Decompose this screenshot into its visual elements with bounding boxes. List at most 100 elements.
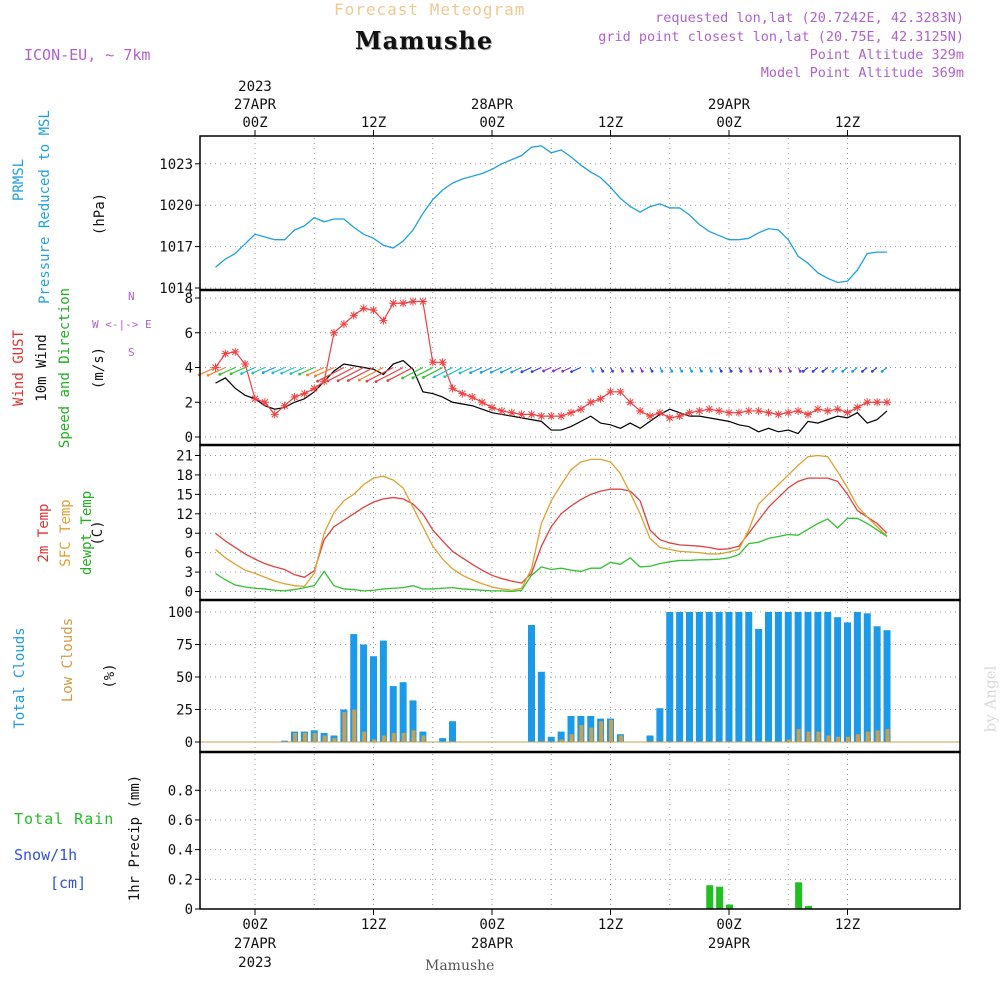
gust-point (804, 410, 812, 419)
wind-arrow-head (851, 369, 854, 373)
wind-arrow-head (316, 379, 320, 383)
total-cloud-bar (844, 622, 851, 742)
ytick-label: 9 (185, 526, 193, 542)
total-cloud-bar (370, 656, 377, 742)
wind-arrow (491, 366, 503, 373)
total-cloud-bar (863, 613, 871, 742)
low-cloud-bar (302, 732, 307, 742)
total-cloud-bar (449, 721, 456, 742)
ytick-label: 0 (185, 902, 193, 918)
gust-point (231, 347, 240, 356)
wind-arrow-head (298, 372, 301, 376)
ytick-label: 1020 (159, 198, 193, 214)
low-cloud-bar (875, 730, 880, 742)
wind-arrow (470, 366, 483, 374)
wind-arrow (290, 366, 305, 375)
wind-arrow (230, 366, 246, 375)
total-cloud-bar (281, 740, 289, 742)
wind-arrow-head (510, 370, 514, 374)
wind-arrow-head (326, 379, 330, 383)
gust-point (428, 358, 437, 367)
wind-arrow (315, 366, 335, 377)
wind-arrow-head (749, 369, 753, 373)
wind-arrow-head (271, 371, 275, 375)
wind-arrow-head (289, 372, 293, 375)
wind-arrow-head (870, 369, 874, 373)
total-cloud-bar (666, 612, 674, 742)
wind-arrow-head (500, 370, 503, 374)
gust-point (458, 389, 467, 398)
wind-arrow (281, 366, 295, 374)
wind-arrow (511, 366, 522, 373)
top-time-label: 00Z (479, 115, 504, 131)
total-cloud-bar (883, 630, 891, 742)
wind-arrow-head (479, 370, 483, 374)
low-cloud-bar (569, 734, 574, 742)
wind-arrow (327, 366, 355, 382)
gust-point (320, 377, 329, 386)
total-cloud-bar (557, 731, 565, 742)
wind-arrow-head (542, 369, 545, 373)
ytick-label: 75 (176, 638, 193, 654)
wind-arrow-head (700, 369, 703, 373)
low-cloud-bar (391, 732, 396, 742)
wind-arrow-head (831, 369, 835, 373)
wind-arrow-head (811, 369, 815, 373)
ytick-label: 2 (185, 395, 193, 411)
gust-point (389, 299, 398, 308)
gust-point (636, 406, 645, 415)
low-cloud-bar (372, 739, 376, 742)
gust-point (379, 316, 388, 325)
wind-arrow-head (670, 369, 674, 373)
wind-arrow (459, 366, 473, 374)
wind-arrow-head (218, 373, 222, 376)
ytick-label: 25 (176, 703, 193, 719)
top-time-label: 12Z (835, 115, 860, 131)
low-cloud-bar (401, 732, 406, 742)
wind-arrow-head (240, 372, 243, 375)
temp-2m-line (215, 477, 888, 584)
low-cloud-bar (362, 731, 367, 742)
wind-arrow-head (861, 369, 864, 373)
total-cloud-bar (547, 736, 555, 742)
gust-point (626, 398, 635, 407)
gust-point (883, 398, 891, 407)
wind-arrow-head (640, 369, 644, 373)
low-cloud-bar (599, 721, 604, 742)
wind-arrow-head (759, 369, 763, 373)
snow-unit-label: [cm] (50, 874, 87, 892)
wind-arrow (272, 366, 285, 374)
point-altitude: Point Altitude 329m (809, 47, 964, 63)
low-cloud-bar (609, 719, 613, 742)
bottom-date-label: 27APR (234, 936, 277, 952)
gust-point (764, 408, 773, 417)
wind-arrow-head (229, 372, 233, 376)
wind-arrow-head (489, 370, 493, 374)
gust-point (646, 412, 654, 421)
model-point-altitude: Model Point Altitude 369m (760, 65, 964, 81)
ytick-label: 8 (185, 291, 193, 307)
wind-arrow-head (690, 369, 693, 373)
wind-arrow-head (206, 373, 210, 377)
ytick-label: 0 (185, 735, 193, 751)
bottom-time-label: 12Z (835, 917, 860, 933)
grid-point-coords: grid point closest lon,lat (20.75E, 42.3… (598, 29, 964, 45)
wind-arrow (402, 366, 424, 379)
wind-arrow-head (601, 369, 605, 373)
wind-arrow (307, 366, 325, 376)
gust-point (586, 398, 595, 407)
wind-gust-line (215, 300, 887, 419)
wind-arrow (387, 366, 414, 382)
gust-point (655, 408, 664, 417)
gust-point (290, 393, 299, 402)
low-cloud-bar (293, 732, 297, 742)
wind-arrow (299, 366, 315, 375)
total-cloud-bar (705, 612, 713, 742)
wind-arrow-head (386, 379, 390, 382)
chart-subtitle: Forecast Meteogram (334, 0, 526, 19)
gust-point (300, 389, 309, 398)
wind-arrow (553, 366, 562, 372)
compass-s: S (128, 346, 135, 359)
precip-bar (706, 885, 714, 909)
